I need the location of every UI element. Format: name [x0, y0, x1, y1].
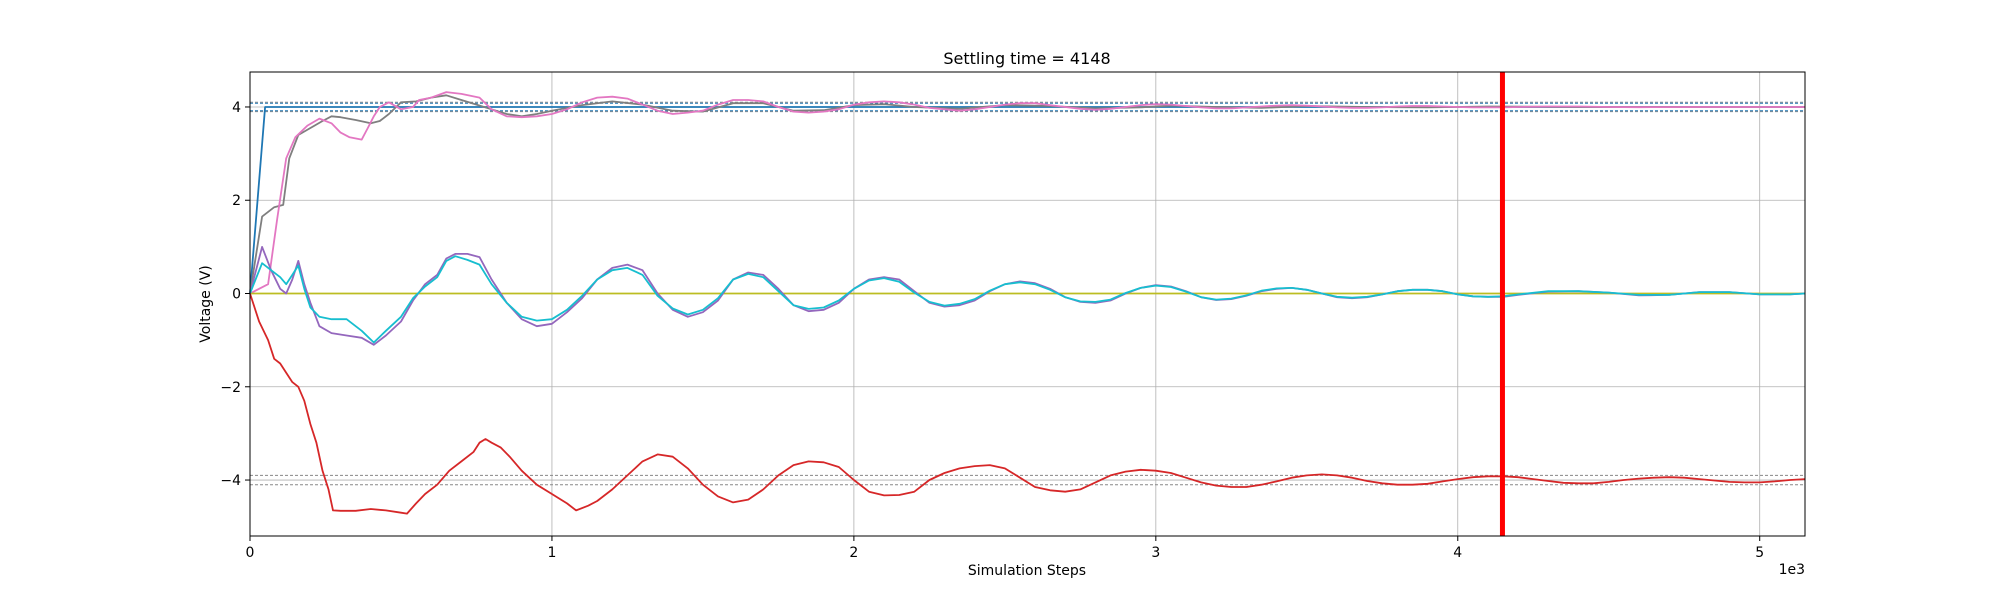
x-tick-label: 3	[1151, 545, 1160, 561]
series-line	[249, 293, 1806, 515]
x-tick-label: 5	[1755, 545, 1764, 561]
y-tick-label: 0	[232, 287, 241, 303]
y-axis-label: Voltage (V)	[198, 265, 214, 342]
series-line	[249, 255, 1806, 344]
y-axis-ticks: −4 −2 0 2 4	[220, 100, 250, 489]
chart-title: Settling time = 4148	[943, 49, 1110, 68]
y-tick-label: 2	[232, 193, 241, 209]
x-tick-label: 4	[1453, 545, 1462, 561]
plot-frame	[249, 71, 1806, 537]
y-tick-label: 4	[232, 100, 241, 116]
series-lines	[249, 91, 1806, 515]
x-axis-offset-label: 1e3	[1779, 562, 1805, 578]
y-tick-label: −2	[220, 380, 241, 396]
x-axis-ticks: 0 1 2 3 4 5	[246, 536, 1764, 561]
series-line	[249, 91, 1805, 295]
x-axis-label: Simulation Steps	[968, 563, 1086, 579]
x-tick-label: 1	[547, 545, 556, 561]
x-tick-label: 2	[849, 545, 858, 561]
x-tick-label: 0	[246, 545, 255, 561]
y-tick-label: −4	[220, 473, 241, 489]
